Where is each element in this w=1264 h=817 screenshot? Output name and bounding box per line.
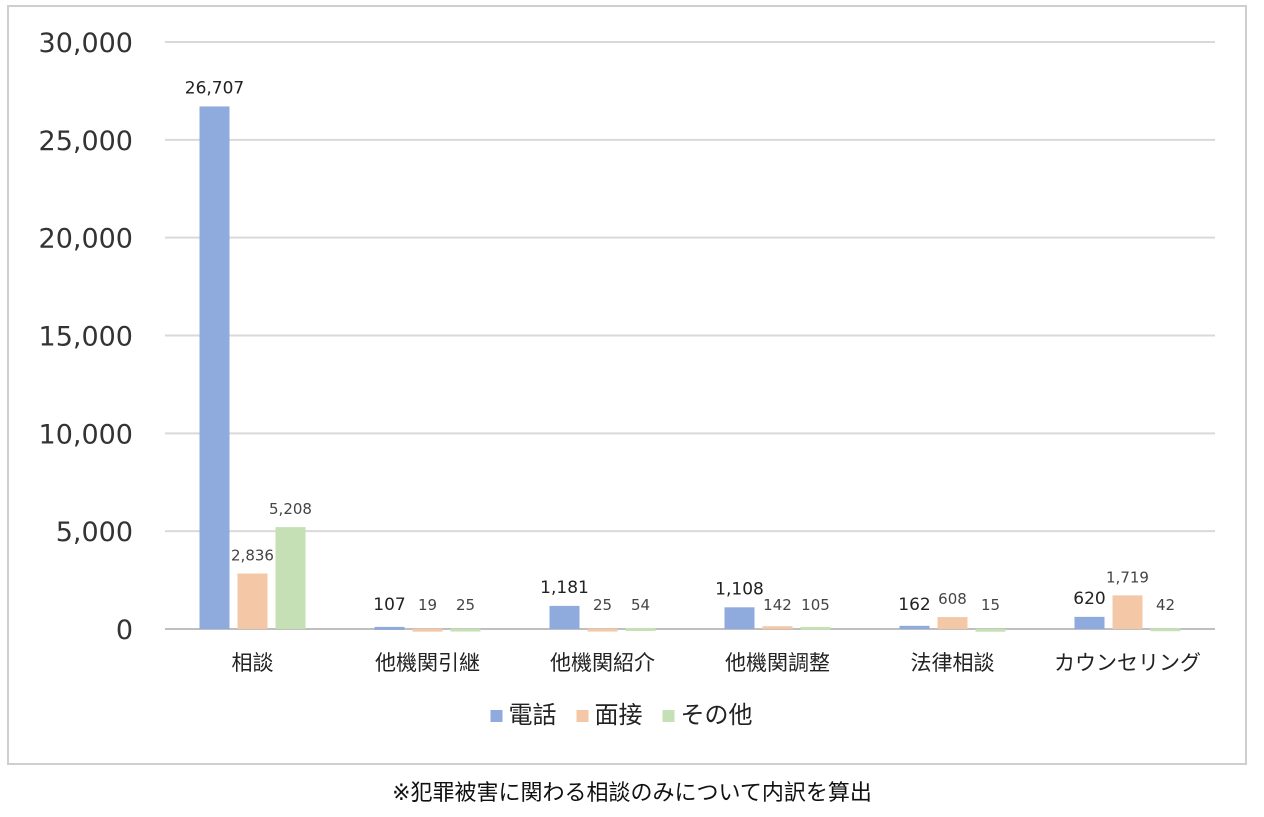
x-tick-label: 他機関引継 <box>375 651 480 675</box>
y-tick-label: 10,000 <box>39 419 133 450</box>
y-tick-label: 25,000 <box>39 126 133 157</box>
bar <box>450 628 481 632</box>
bar <box>237 573 268 629</box>
legend-label: 面接 <box>595 701 643 729</box>
data-label: 1,719 <box>1106 568 1149 586</box>
bar <box>412 628 443 632</box>
x-tick-label: カウンセリング <box>1054 651 1201 675</box>
x-tick-label: 法律相談 <box>911 651 995 675</box>
data-label: 26,707 <box>185 78 244 98</box>
data-label: 15 <box>981 596 1000 614</box>
y-tick-label: 20,000 <box>39 224 133 255</box>
bar-chart: 0 5,000 10,000 15,000 20,000 25,000 30,000 26,7… <box>39 28 1215 729</box>
data-label: 25 <box>456 596 475 614</box>
bar <box>1150 628 1181 632</box>
bar <box>800 626 831 630</box>
y-tick-label: 5,000 <box>56 517 133 548</box>
footnote: ※犯罪被害に関わる相談のみについて内訳を算出 <box>392 781 872 806</box>
data-label: 54 <box>631 596 650 614</box>
legend-swatch <box>662 710 675 722</box>
bar <box>275 527 306 629</box>
data-label: 42 <box>1156 596 1175 614</box>
bar <box>199 106 230 629</box>
data-label: 105 <box>801 596 830 614</box>
bar <box>1074 616 1105 629</box>
y-tick-label: 0 <box>116 615 133 646</box>
data-label: 162 <box>898 595 930 615</box>
data-label: 1,181 <box>540 578 589 598</box>
legend-label: 電話 <box>509 701 557 729</box>
data-label: 608 <box>938 590 967 608</box>
data-label: 1,108 <box>715 579 764 599</box>
bar <box>374 626 405 630</box>
bar <box>724 607 755 629</box>
x-tick-label: 他機関紹介 <box>550 651 655 675</box>
bar <box>587 628 618 632</box>
data-label: 5,208 <box>269 500 312 518</box>
y-tick-label: 15,000 <box>39 322 133 353</box>
data-label: 107 <box>373 595 405 615</box>
bar <box>899 625 930 629</box>
data-label: 19 <box>418 596 437 614</box>
legend-swatch <box>576 710 589 722</box>
bar <box>975 628 1006 632</box>
data-label: 142 <box>763 596 792 614</box>
bar <box>762 626 793 630</box>
data-label: 620 <box>1073 589 1105 609</box>
data-label: 25 <box>593 596 612 614</box>
y-tick-label: 30,000 <box>39 28 133 59</box>
x-tick-label: 相談 <box>232 651 274 675</box>
bar <box>937 617 968 629</box>
legend-label: その他 <box>681 701 753 729</box>
bar <box>625 627 656 631</box>
x-tick-label: 他機関調整 <box>725 651 830 675</box>
legend-swatch <box>490 710 503 722</box>
bar <box>1112 595 1143 629</box>
bar <box>549 605 580 629</box>
data-label: 2,836 <box>231 547 274 565</box>
